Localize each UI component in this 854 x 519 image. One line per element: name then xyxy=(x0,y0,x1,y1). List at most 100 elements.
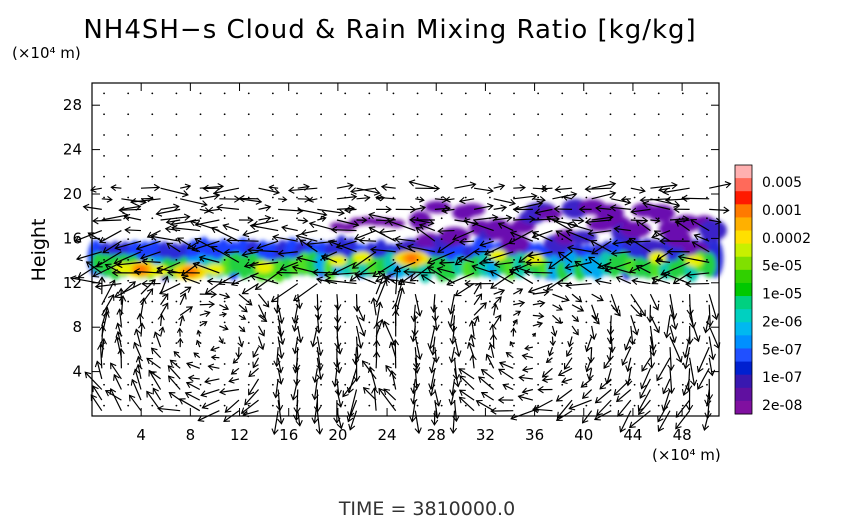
wind-vector xyxy=(669,368,673,394)
wind-vector-head xyxy=(518,374,525,382)
wind-vector xyxy=(297,219,308,222)
vector-grid-dot xyxy=(344,113,347,116)
wind-vector-head xyxy=(210,226,218,234)
vector-grid-dot xyxy=(657,404,660,407)
wind-vector xyxy=(437,267,455,274)
vector-grid-dot xyxy=(127,321,130,324)
wind-vector xyxy=(159,283,181,295)
wind-vector xyxy=(415,198,424,201)
vector-grid-dot xyxy=(320,92,322,95)
wind-vector xyxy=(546,216,573,232)
wind-vector xyxy=(101,294,115,316)
wind-vector xyxy=(242,251,259,256)
wind-vector-head xyxy=(635,310,643,318)
wind-vector-head xyxy=(485,353,493,361)
wind-vector xyxy=(415,227,436,242)
vector-grid-dot xyxy=(344,175,347,178)
wind-vector-head xyxy=(409,415,417,423)
wind-vector xyxy=(640,198,671,201)
wind-vector xyxy=(336,378,340,396)
wind-vector xyxy=(459,240,475,243)
vector-grid-dot xyxy=(706,113,708,116)
wind-vector-head xyxy=(191,244,199,252)
colorbar-swatch xyxy=(735,282,752,297)
vector-grid-dot xyxy=(151,217,154,220)
wind-vector xyxy=(404,271,435,274)
vector-grid-dot xyxy=(296,238,298,240)
vector-grid-dot xyxy=(513,363,515,365)
vector-grid-dot xyxy=(247,92,250,95)
wind-vector xyxy=(369,366,377,390)
wind-vector-head xyxy=(515,310,522,316)
wind-vector xyxy=(252,346,260,358)
wind-vector-head xyxy=(155,209,163,217)
wind-vector xyxy=(322,251,338,260)
wind-vector xyxy=(130,198,161,203)
vector-grid-dot xyxy=(416,321,419,324)
wind-vector xyxy=(277,400,283,424)
vector-grid-dot xyxy=(416,196,419,199)
wind-vector xyxy=(434,347,438,363)
vector-grid-dot xyxy=(271,217,274,220)
wind-vector xyxy=(342,378,357,397)
colorbar-label: 5e-07 xyxy=(762,342,802,358)
wind-vector-head xyxy=(505,352,512,358)
wind-vector xyxy=(658,187,671,191)
wind-vector xyxy=(114,251,142,264)
wind-vector-head xyxy=(639,186,646,194)
wind-vector-head xyxy=(596,409,603,416)
wind-vector-head xyxy=(168,391,176,399)
wind-vector-head xyxy=(708,353,716,361)
wind-vector-head xyxy=(330,226,338,234)
wind-vector xyxy=(308,198,318,202)
wind-vector-head xyxy=(240,314,247,320)
x-tick-label: 32 xyxy=(476,426,495,444)
wind-vector xyxy=(350,187,377,193)
wind-vector-head xyxy=(353,233,361,241)
vector-grid-dot xyxy=(103,363,105,365)
vector-grid-dot xyxy=(296,300,298,303)
wind-vector-head xyxy=(114,243,122,251)
wind-vector-head xyxy=(547,350,554,357)
wind-vector-head xyxy=(562,295,570,303)
x-axis-unit: (×10⁴ m) xyxy=(652,446,721,464)
wind-vector-head xyxy=(612,305,620,313)
wind-vector-head xyxy=(534,208,542,216)
vector-grid-dot xyxy=(368,217,371,220)
wind-vector xyxy=(605,261,632,272)
vector-grid-dot xyxy=(151,321,154,324)
wind-vector xyxy=(596,399,612,416)
wind-vector-head xyxy=(701,424,710,432)
wind-vector xyxy=(159,314,163,326)
wind-vector-head xyxy=(418,196,425,203)
wind-vector-head xyxy=(566,221,574,229)
wind-vector-head xyxy=(224,406,232,413)
wind-vector xyxy=(446,272,475,286)
wind-vector xyxy=(111,186,122,189)
wind-vector-head xyxy=(542,288,550,297)
wind-vector-head xyxy=(555,395,563,402)
vector-grid-dot xyxy=(320,134,322,136)
wind-vector-head xyxy=(458,196,466,205)
wind-vector-head xyxy=(536,321,544,328)
wind-vector-head xyxy=(448,398,456,406)
wind-vector-head xyxy=(595,204,602,213)
colorbar-swatch xyxy=(735,374,752,389)
wind-vector-head xyxy=(573,316,580,323)
wind-vector-head xyxy=(669,313,678,320)
wind-vector xyxy=(675,399,691,418)
wind-vector-head xyxy=(140,253,147,261)
vector-grid-dot xyxy=(464,113,467,116)
wind-vector-head xyxy=(316,276,323,284)
wind-vector xyxy=(595,279,612,285)
vector-grid-dot xyxy=(368,259,371,261)
wind-vector-head xyxy=(201,321,208,327)
wind-vector-head xyxy=(252,361,259,369)
y-tick-label: 12 xyxy=(63,274,82,292)
wind-vector-head xyxy=(272,391,280,399)
vector-grid-dot xyxy=(296,113,298,116)
wind-vector-head xyxy=(320,215,327,222)
wind-vector-head xyxy=(509,340,515,346)
wind-vector-head xyxy=(150,233,158,241)
wind-vector-head xyxy=(588,256,595,264)
